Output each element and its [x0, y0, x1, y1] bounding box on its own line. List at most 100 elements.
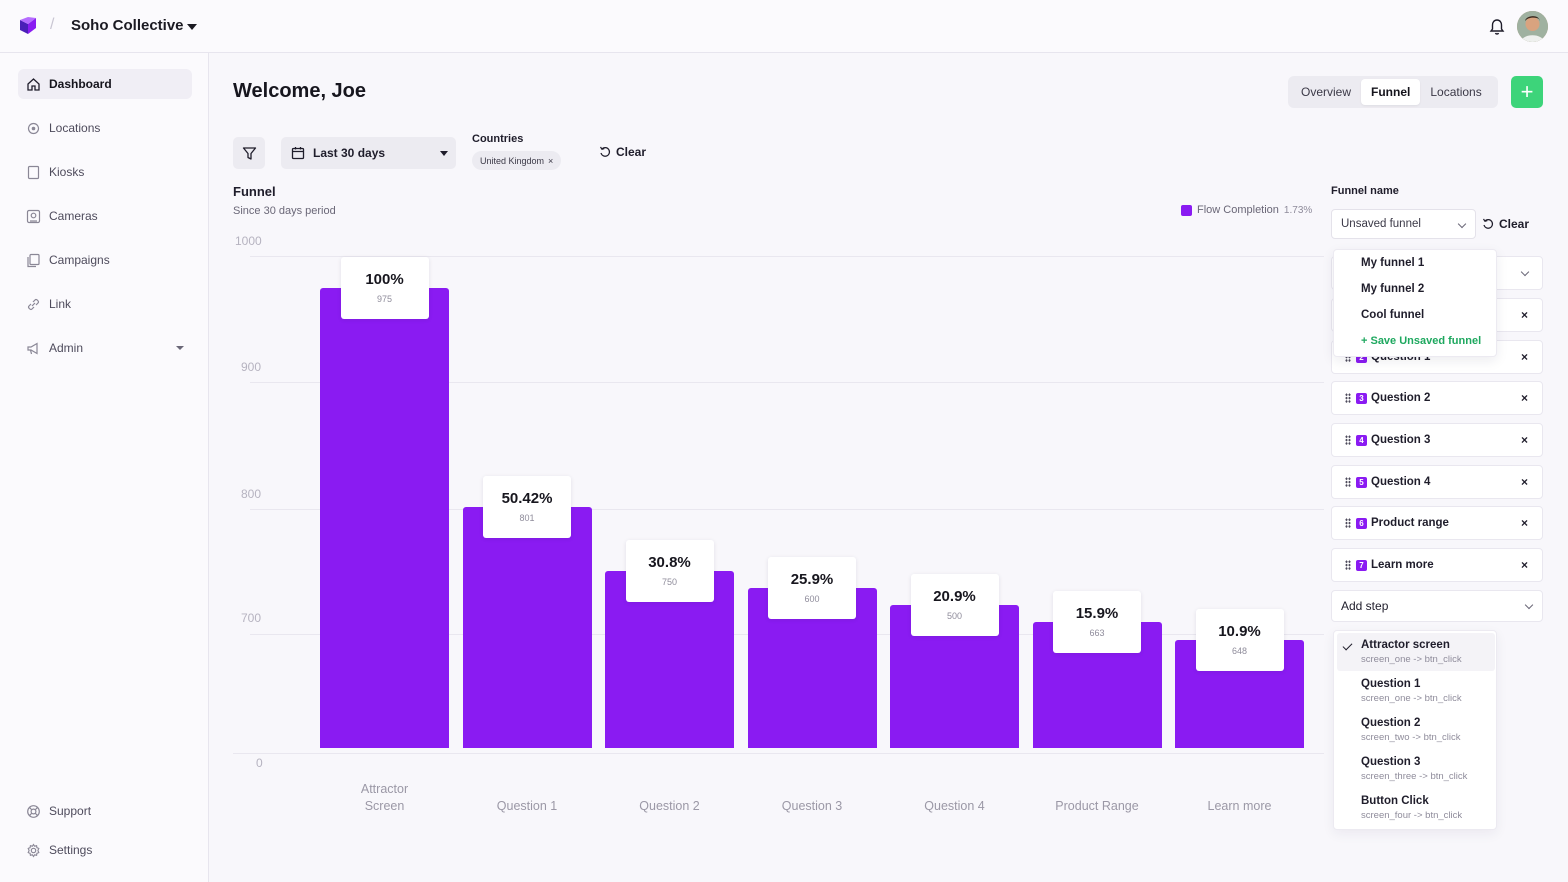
location-icon	[27, 122, 40, 134]
funnel-option[interactable]: My funnel 2	[1361, 283, 1425, 295]
camera-icon	[26, 209, 41, 223]
sidebar-item-campaigns[interactable]: Campaigns	[18, 245, 192, 275]
top-bar: / Soho Collective	[0, 0, 1568, 53]
bar-value-card: 20.9% 500	[910, 574, 999, 637]
user-avatar[interactable]	[1517, 11, 1548, 42]
drag-handle-icon[interactable]	[1345, 352, 1351, 362]
sidebar-item-link[interactable]: Link	[18, 289, 192, 319]
sidebar-item-kiosks[interactable]: Kiosks	[18, 157, 192, 187]
funnel-name-select[interactable]: Unsaved funnel	[1331, 209, 1476, 239]
funnel-step-product-range[interactable]: 6 Product range ×	[1331, 506, 1543, 540]
add-step-dropdown: Attractor screen screen_one -> btn_click…	[1333, 630, 1497, 830]
remove-step-icon[interactable]: ×	[1520, 558, 1528, 572]
chevron-down-icon	[440, 151, 448, 156]
chart-legend: Flow Completion 1.73%	[1181, 204, 1312, 216]
funnel-step-question-4[interactable]: 5 Question 4 ×	[1331, 465, 1543, 499]
drag-handle-icon[interactable]	[1345, 393, 1351, 403]
x-tick-label: Question 1	[496, 799, 558, 813]
sidebar-item-label: Settings	[49, 843, 93, 857]
tab-locations[interactable]: Locations	[1430, 85, 1482, 99]
bar-percent-label: 100%	[365, 270, 404, 288]
notification-bell-icon[interactable]	[1489, 18, 1505, 36]
step-option[interactable]: Question 1 screen_one -> btn_click	[1337, 672, 1495, 710]
sidebar-item-label: Cameras	[49, 209, 98, 223]
bar-value-card: 30.8% 750	[625, 540, 714, 602]
chevron-down-icon[interactable]	[187, 24, 197, 30]
step-option-event: screen_two -> btn_click	[1361, 732, 1461, 743]
chevron-down-icon	[1524, 600, 1534, 610]
drag-handle-icon[interactable]	[1345, 435, 1351, 445]
step-number-badge: 7	[1356, 559, 1367, 571]
step-label: Question 3	[1371, 434, 1431, 446]
chip-remove-icon[interactable]: ×	[548, 155, 554, 166]
save-funnel-option[interactable]: + Save Unsaved funnel	[1361, 335, 1482, 347]
bar-percent-label: 25.9%	[790, 570, 834, 588]
y-tick: 0	[256, 756, 263, 770]
org-switcher[interactable]: Soho Collective	[71, 17, 184, 34]
sidebar-item-admin[interactable]: Admin	[18, 333, 192, 363]
drag-handle-icon[interactable]	[1345, 477, 1351, 487]
clear-funnel-button[interactable]: Clear	[1482, 217, 1529, 231]
step-option-title: Button Click	[1361, 795, 1429, 807]
link-icon	[28, 298, 39, 310]
funnel-name-label: Funnel name	[1331, 185, 1399, 197]
reset-icon	[599, 146, 611, 157]
funnel-name-dropdown: My funnel 1 My funnel 2 Cool funnel + Sa…	[1333, 249, 1497, 357]
funnel-step-question-3[interactable]: 4 Question 3 ×	[1331, 423, 1543, 457]
date-range-select[interactable]: Last 30 days	[281, 137, 456, 169]
add-step-label: Add step	[1341, 599, 1389, 613]
app-logo[interactable]	[19, 17, 37, 35]
filter-button[interactable]	[233, 137, 265, 169]
kiosk-icon	[27, 165, 40, 179]
step-number-badge: 3	[1356, 392, 1367, 404]
x-tick-label: Question 4	[924, 799, 985, 813]
sidebar-item-dashboard[interactable]: Dashboard	[18, 69, 192, 99]
drag-handle-icon[interactable]	[1345, 560, 1351, 570]
step-number-badge: 4	[1356, 434, 1367, 446]
funnel-step-question-2[interactable]: 3 Question 2 ×	[1331, 381, 1543, 415]
funnel-bar[interactable]	[462, 506, 592, 748]
calendar-icon	[291, 147, 305, 160]
y-tick: 1000	[235, 234, 262, 248]
step-option[interactable]: Attractor screen screen_one -> btn_click	[1337, 633, 1495, 671]
sidebar-item-support[interactable]: Support	[18, 796, 192, 826]
funnel-option[interactable]: Cool funnel	[1361, 309, 1425, 321]
support-icon	[27, 804, 40, 818]
campaigns-icon	[27, 253, 40, 267]
chevron-down-icon[interactable]	[176, 346, 184, 350]
funnel-option[interactable]: My funnel 1	[1361, 257, 1425, 269]
remove-step-icon[interactable]: ×	[1520, 308, 1528, 322]
sidebar-item-label: Dashboard	[49, 77, 112, 91]
funnel-step-learn-more[interactable]: 7 Learn more ×	[1331, 548, 1543, 582]
tab-funnel[interactable]: Funnel	[1361, 79, 1421, 105]
remove-step-icon[interactable]: ×	[1520, 433, 1528, 447]
remove-step-icon[interactable]: ×	[1520, 391, 1528, 405]
step-option[interactable]: Question 3 screen_three -> btn_click	[1337, 750, 1495, 788]
tab-overview[interactable]: Overview	[1301, 85, 1352, 99]
y-tick: 700	[241, 611, 262, 625]
step-label: Product range	[1371, 517, 1449, 529]
sidebar-item-cameras[interactable]: Cameras	[18, 201, 192, 231]
step-option[interactable]: Button Click screen_four -> btn_click	[1337, 789, 1495, 827]
sidebar: Dashboard Locations Kiosks Cameras Campa…	[0, 53, 209, 882]
step-option-title: Question 2	[1361, 717, 1421, 729]
country-chip: United Kingdom ×	[472, 151, 562, 170]
step-option[interactable]: Question 2 screen_two -> btn_click	[1337, 711, 1495, 749]
remove-step-icon[interactable]: ×	[1520, 475, 1528, 489]
remove-step-icon[interactable]: ×	[1520, 350, 1528, 364]
add-button[interactable]: +	[1511, 76, 1543, 108]
clear-filters-button[interactable]: Clear	[599, 145, 646, 159]
add-step-select[interactable]: Add step	[1331, 590, 1543, 622]
drag-handle-icon[interactable]	[1345, 518, 1351, 528]
reset-icon	[1482, 218, 1494, 229]
remove-step-icon[interactable]: ×	[1520, 516, 1528, 530]
sidebar-item-settings[interactable]: Settings	[18, 835, 192, 865]
x-tick-label: Question 3	[781, 799, 843, 813]
y-tick: 800	[241, 487, 262, 501]
sidebar-item-label: Link	[49, 297, 72, 311]
funnel-bar[interactable]	[320, 287, 449, 748]
bar-value-card: 100% 975	[340, 256, 429, 319]
step-label: Question 4	[1371, 476, 1431, 488]
chevron-down-icon[interactable]	[1520, 267, 1530, 277]
sidebar-item-locations[interactable]: Locations	[18, 113, 192, 143]
